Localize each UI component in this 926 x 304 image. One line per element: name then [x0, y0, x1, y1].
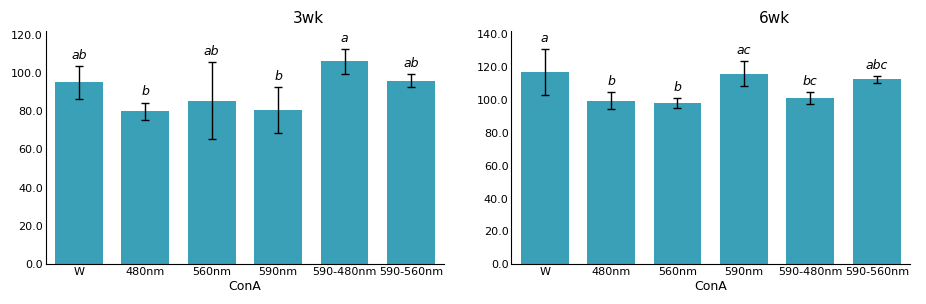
X-axis label: ConA: ConA	[229, 280, 261, 293]
Text: bc: bc	[803, 75, 818, 88]
Text: b: b	[274, 70, 282, 83]
Bar	[786, 98, 834, 264]
Bar	[387, 81, 435, 264]
Text: b: b	[142, 85, 149, 98]
X-axis label: ConA: ConA	[694, 280, 727, 293]
Text: ab: ab	[403, 57, 419, 70]
Text: a: a	[341, 32, 348, 45]
Text: ac: ac	[737, 44, 751, 57]
Bar	[720, 74, 768, 264]
Text: abc: abc	[866, 59, 888, 72]
Text: b: b	[673, 81, 682, 94]
Bar	[587, 101, 635, 264]
Bar	[255, 110, 302, 264]
Bar	[188, 101, 235, 264]
Text: b: b	[607, 75, 615, 88]
Text: a: a	[541, 32, 548, 45]
Text: ab: ab	[71, 49, 87, 62]
Text: 3wk: 3wk	[293, 11, 324, 26]
Text: 6wk: 6wk	[758, 11, 790, 26]
Bar	[121, 111, 169, 264]
Bar	[654, 103, 701, 264]
Bar	[520, 72, 569, 264]
Text: ab: ab	[204, 45, 219, 58]
Bar	[853, 79, 901, 264]
Bar	[55, 82, 103, 264]
Bar	[320, 61, 369, 264]
